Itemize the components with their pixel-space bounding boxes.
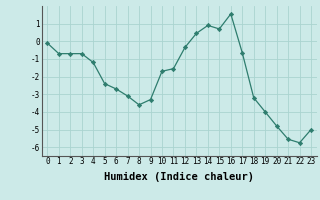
X-axis label: Humidex (Indice chaleur): Humidex (Indice chaleur) xyxy=(104,172,254,182)
